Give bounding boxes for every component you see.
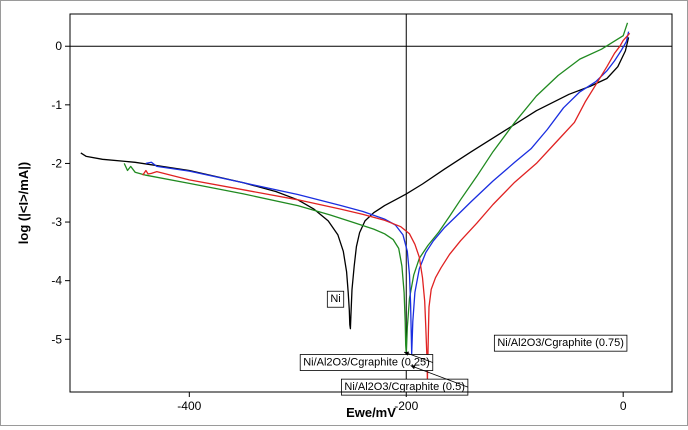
x-tick-label: 0: [620, 399, 627, 413]
y-tick-label: -4: [51, 274, 62, 288]
annotation-box: [326, 290, 345, 308]
series-line-ni-al2o3-cgraphite-0-5: [145, 31, 630, 355]
series-line-ni: [80, 37, 630, 330]
plot-area-border: [69, 13, 673, 393]
annotation-label: Ni/Al2O3/Cgraphite (0.25): [303, 357, 430, 369]
annotation-box: [493, 334, 628, 352]
y-axis-label: log (|<I>/mA|): [16, 162, 31, 244]
y-tick-label: -1: [51, 98, 62, 112]
y-tick-label: -3: [51, 215, 62, 229]
x-tick-label: -200: [394, 399, 418, 413]
x-tick-label: -400: [177, 399, 201, 413]
annotation-arrow: [403, 351, 433, 363]
y-tick-label: -5: [51, 332, 62, 346]
series-line-ni-al2o3-cgraphite-0-25: [123, 22, 629, 355]
annotation-arrow: [410, 365, 469, 388]
y-tick-label: -2: [51, 156, 62, 170]
grid-layer: [70, 14, 672, 392]
series-line-ni-al2o3-cgraphite-0-75: [142, 32, 631, 381]
x-axis-label: Ewe/mV: [346, 405, 396, 420]
annotation-label: Ni/Al2O3/Cgraphite (0.5): [344, 381, 464, 393]
annotation-arrowhead: [410, 365, 416, 370]
series-layer: [80, 22, 631, 381]
annotation-label: Ni/Al2O3/Cgraphite (0.75): [497, 337, 624, 349]
annotation-layer: Ni Ni/Al2O3/Cgraphite (0.75) Ni/Al2O3/Cgra…: [299, 290, 628, 396]
y-tick-label: 0: [55, 39, 62, 53]
annotation-arrowhead: [404, 351, 410, 356]
annotation-label: Ni: [330, 293, 340, 305]
axis-layer: -400 -200 0 0 -1 -2 -3 -4 -5 Ewe/mV log (|<I>/mA|): [16, 13, 673, 420]
